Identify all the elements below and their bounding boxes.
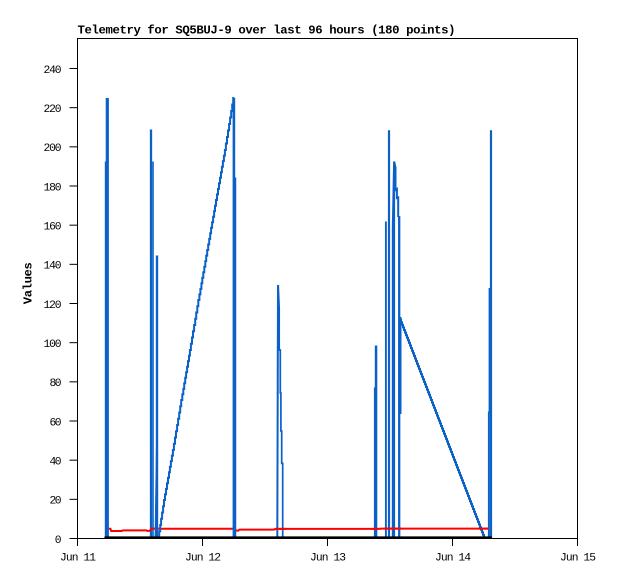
svg-text:20: 20 [50, 496, 62, 508]
svg-text:60: 60 [50, 417, 62, 429]
svg-text:Jun 12: Jun 12 [185, 552, 221, 564]
svg-text:Values: Values [22, 262, 36, 304]
svg-text:Telemetry for SQ5BUJ-9 over la: Telemetry for SQ5BUJ-9 over last 96 hour… [78, 24, 456, 38]
svg-text:240: 240 [44, 65, 62, 77]
svg-text:140: 140 [44, 261, 62, 273]
svg-text:Jun 11: Jun 11 [60, 552, 96, 564]
svg-text:180: 180 [44, 182, 62, 194]
svg-text:160: 160 [44, 222, 62, 234]
svg-text:40: 40 [50, 457, 62, 469]
svg-text:80: 80 [50, 378, 62, 390]
svg-text:220: 220 [44, 104, 62, 116]
svg-text:120: 120 [44, 300, 62, 312]
svg-text:200: 200 [44, 143, 62, 155]
svg-text:0: 0 [55, 535, 62, 547]
svg-text:Jun 13: Jun 13 [310, 552, 346, 564]
svg-text:100: 100 [44, 339, 62, 351]
svg-text:Jun 14: Jun 14 [435, 552, 471, 564]
svg-text:Jun 15: Jun 15 [560, 552, 596, 564]
